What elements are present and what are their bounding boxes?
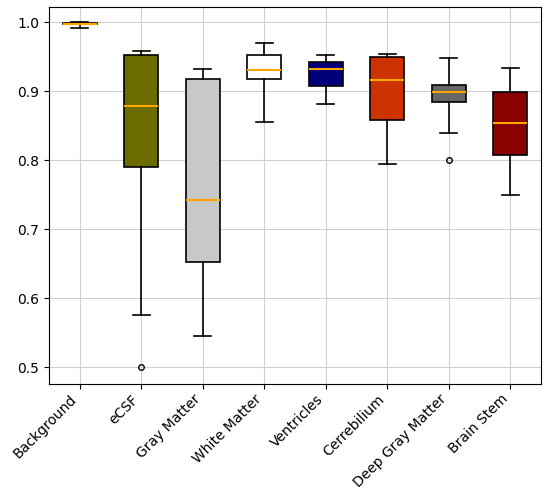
PathPatch shape bbox=[432, 85, 466, 102]
PathPatch shape bbox=[309, 62, 342, 85]
PathPatch shape bbox=[493, 92, 527, 155]
PathPatch shape bbox=[124, 55, 158, 167]
PathPatch shape bbox=[186, 79, 220, 262]
PathPatch shape bbox=[63, 23, 97, 24]
PathPatch shape bbox=[370, 57, 404, 120]
PathPatch shape bbox=[248, 55, 281, 79]
